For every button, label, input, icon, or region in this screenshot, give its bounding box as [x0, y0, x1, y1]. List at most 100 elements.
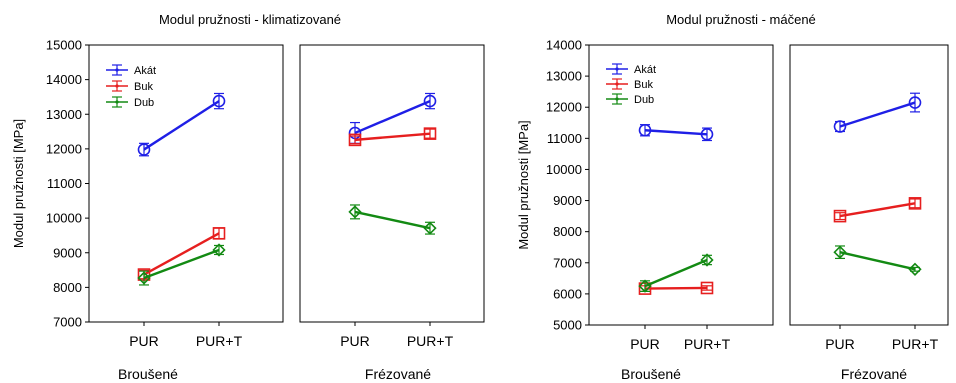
panel-label: Broušené [621, 366, 681, 382]
panel-label: Frézované [365, 366, 431, 382]
data-point [908, 197, 922, 210]
y-axis-label: Modul pružnosti [MPa] [516, 120, 531, 249]
x-tick-label: PUR [825, 336, 855, 352]
data-point [700, 127, 714, 141]
data-point [908, 262, 922, 276]
series-line [354, 99, 431, 135]
legend-swatch-dot [115, 100, 119, 104]
legend-label: Akát [634, 64, 656, 76]
data-point [833, 209, 847, 223]
series-dub [638, 253, 714, 293]
y-tick-label: 12000 [46, 141, 82, 156]
series-buk [638, 281, 714, 295]
series-akát [137, 92, 226, 157]
series-dub [137, 243, 226, 286]
x-tick-label: PUR [630, 336, 660, 352]
legend-swatch-dot [615, 82, 619, 86]
y-tick-label: 11000 [547, 131, 582, 146]
x-tick-label: PUR [340, 333, 370, 349]
x-tick-label: PUR+T [892, 336, 939, 352]
series-dub [348, 204, 437, 235]
data-point [638, 279, 652, 293]
y-tick-label: 14000 [46, 72, 82, 87]
y-axis-label: Modul pružnosti [MPa] [11, 119, 26, 248]
y-tick-label: 13000 [46, 107, 82, 122]
y-tick-label: 15000 [46, 38, 82, 53]
series-dub [833, 245, 922, 276]
data-point [700, 281, 714, 295]
panel-frame [299, 44, 485, 323]
legend: Akát Buk Dub [106, 64, 156, 109]
series-line [354, 210, 431, 230]
chart-2: Modul pružnosti - máčené Modul pružnosti … [516, 12, 949, 382]
y-tick-label: 13000 [546, 69, 582, 84]
data-point [212, 227, 226, 240]
series-line [644, 286, 708, 290]
legend-label: Dub [634, 94, 654, 106]
data-point [423, 94, 437, 108]
data-point [348, 205, 362, 219]
series-line [143, 232, 220, 276]
series-buk [833, 197, 922, 223]
y-tick-label: 5000 [553, 318, 582, 333]
legend-label: Buk [134, 81, 153, 93]
y-tick-label: 9000 [553, 193, 582, 208]
series-line [839, 251, 916, 271]
data-point [638, 123, 652, 137]
legend-swatch-dot [115, 68, 119, 72]
series-line [644, 258, 708, 288]
x-tick-label: PUR+T [684, 336, 731, 352]
legend-swatch-dot [615, 97, 619, 101]
legend-swatch-dot [615, 67, 619, 71]
data-point [700, 253, 714, 267]
series-akát [348, 92, 437, 144]
series-line [143, 100, 220, 151]
panel-label: Broušené [118, 366, 178, 382]
chart-title: Modul pružnosti - klimatizované [159, 12, 341, 27]
panel-frame [588, 44, 774, 326]
data-point [212, 94, 226, 108]
legend-label: Akát [134, 65, 156, 77]
legend: Akát Buk Dub [606, 63, 656, 106]
y-tick-label: 11000 [47, 176, 82, 191]
chart-title: Modul pružnosti - máčené [666, 12, 816, 27]
series-line [354, 132, 431, 142]
data-point [137, 143, 151, 156]
y-tick-label: 12000 [546, 100, 582, 115]
series-buk [348, 127, 437, 147]
panel-frézované: PUR PUR+T Frézované [299, 44, 485, 382]
panel-label: Frézované [841, 366, 907, 382]
panel-frame [88, 44, 284, 323]
series-line [839, 101, 916, 128]
legend-label: Buk [634, 79, 653, 91]
y-tick-label: 6000 [553, 286, 582, 301]
data-point [833, 120, 847, 133]
y-tick-label: 10000 [546, 162, 582, 177]
series-line [839, 202, 916, 218]
x-tick-label: PUR+T [196, 333, 243, 349]
y-tick-label: 9000 [53, 245, 82, 260]
y-tick-label: 7000 [553, 255, 582, 270]
panel-broušené: PUR PUR+T Broušené [88, 44, 284, 382]
data-point [212, 243, 226, 257]
legend-swatch-dot [115, 84, 119, 88]
data-point [908, 96, 922, 109]
data-point [348, 133, 362, 147]
panel-frézované: PUR PUR+T Frézované [789, 44, 949, 382]
data-point [423, 221, 437, 235]
panel-frame [789, 44, 949, 326]
series-akát [833, 92, 922, 133]
y-tick-label: 7000 [53, 315, 82, 330]
series-line [143, 248, 220, 280]
data-point [423, 127, 437, 140]
x-tick-label: PUR [129, 333, 159, 349]
data-point [137, 271, 151, 285]
data-point [833, 245, 847, 259]
chart-1: Modul pružnosti - klimatizované Modul pru… [11, 12, 485, 382]
series-akát [638, 123, 714, 142]
series-buk [137, 227, 226, 281]
x-tick-label: PUR+T [407, 333, 454, 349]
y-tick-label: 10000 [46, 211, 82, 226]
